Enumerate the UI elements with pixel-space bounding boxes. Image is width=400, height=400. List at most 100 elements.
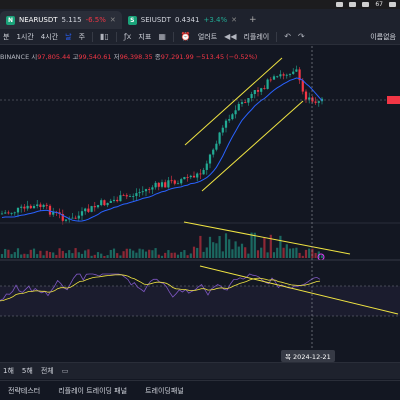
volume-bar — [234, 241, 237, 258]
last-price-tag — [387, 96, 400, 104]
volume-bar — [311, 248, 314, 258]
candle-body — [157, 182, 160, 187]
battery-icon[interactable] — [389, 2, 396, 7]
price-chart[interactable] — [0, 46, 400, 362]
replay-button[interactable]: 리플레이 — [243, 32, 270, 41]
calendar-icon[interactable]: ▭ — [61, 367, 69, 375]
volume-bar — [109, 249, 112, 258]
tab-nearusdt[interactable]: N NEARUSDT 5.115 -6.5% ✕ — [0, 11, 122, 29]
layout-icon[interactable]: ▦ — [158, 32, 166, 41]
close-tab-icon[interactable]: ✕ — [109, 16, 116, 24]
candle-body — [192, 175, 196, 178]
close-tab-icon[interactable]: ✕ — [231, 16, 237, 24]
candle-body — [205, 163, 208, 170]
volume-bar — [176, 254, 180, 258]
volume-bar — [221, 251, 224, 258]
candle-body — [208, 154, 212, 164]
volume-bar — [138, 248, 141, 258]
volume-bar — [32, 248, 36, 258]
volume-bar — [266, 252, 269, 258]
undo-icon[interactable]: ↶ — [284, 32, 291, 41]
tab-trading-panel[interactable]: 트레이딩패널 — [145, 386, 184, 395]
interval-week[interactable]: 주 — [78, 32, 86, 41]
candle-body — [253, 90, 256, 95]
new-tab-button[interactable]: + — [243, 11, 263, 29]
candle-body — [125, 195, 128, 197]
volume-bar — [26, 254, 29, 258]
upper-channel-trendline — [184, 57, 283, 146]
range-bar: 1해 5해 전체 ▭ — [0, 362, 400, 379]
candle-body — [26, 205, 29, 209]
volume-bar — [64, 253, 68, 258]
volume-bar — [199, 235, 202, 258]
range-all[interactable]: 전체 — [40, 367, 54, 375]
volume-bar — [119, 255, 122, 258]
candle-body — [269, 79, 272, 81]
volume-bar — [192, 246, 196, 258]
search-icon[interactable] — [362, 2, 370, 7]
ohlc-legend: BINANCE 시97,805.44 고99,540.61 저96,398.35… — [0, 51, 257, 61]
candle-body — [48, 205, 52, 215]
candle-body — [263, 88, 266, 90]
volume-bar — [16, 248, 20, 258]
candle-body — [164, 182, 167, 188]
rsi-signal-line — [0, 274, 321, 302]
range-1y[interactable]: 1해 — [3, 367, 14, 375]
volume-bar — [237, 246, 240, 258]
volume-bar — [314, 252, 317, 258]
candle-body — [39, 204, 42, 208]
candle-body — [45, 204, 48, 206]
rsi-band — [0, 286, 400, 316]
interval-minute[interactable]: 분 — [3, 32, 10, 41]
volume-bar — [154, 248, 157, 258]
volume-bar — [61, 250, 64, 258]
candle-body — [84, 208, 87, 212]
chart-toolbar: 분 1시간 4시간 날 주 ▮▯ ƒx 지표 ▦ ⏰ 얼러트 ◀◀ 리플레이 ↶… — [0, 29, 400, 45]
tab-replay-trading[interactable]: 리플레이 트레이딩 패널 — [58, 386, 128, 395]
replay-icon[interactable]: ◀◀ — [224, 32, 237, 41]
high-value: 99,540.61 — [78, 53, 112, 61]
candlestick-series — [0, 65, 324, 225]
volume-bar — [301, 255, 304, 258]
interval-4h[interactable]: 4시간 — [40, 32, 59, 41]
control-center-icon[interactable] — [336, 2, 344, 7]
interval-1h[interactable]: 1시간 — [16, 32, 34, 41]
volume-bar — [272, 252, 276, 258]
alert-button[interactable]: 얼러트 — [197, 32, 218, 41]
battery-percent: 67 — [375, 1, 383, 8]
range-5y[interactable]: 5해 — [21, 367, 33, 375]
candle-body — [224, 120, 228, 128]
candle-body — [103, 200, 106, 206]
cursor-date-badge: 목 2024-12-21 — [281, 350, 335, 362]
volume-bar — [116, 253, 119, 258]
candle-body — [93, 206, 96, 208]
volume-bar — [244, 247, 247, 258]
volume-bar — [36, 254, 39, 258]
tab-strategy-tester[interactable]: 전략테스터 — [8, 386, 41, 395]
interval-day[interactable]: 날 — [65, 32, 72, 41]
volume-bar — [144, 251, 148, 258]
candle-body — [77, 215, 80, 219]
volume-bar — [295, 247, 298, 258]
candle-body — [87, 208, 90, 212]
candle-body — [61, 213, 64, 221]
volume-bar — [77, 252, 80, 258]
volume-bar — [96, 252, 100, 258]
volume-bar — [247, 253, 250, 258]
candle-body — [144, 189, 148, 192]
wifi-icon[interactable] — [349, 2, 357, 7]
candle-style-icon[interactable]: ▮▯ — [100, 32, 109, 41]
candle-body — [138, 192, 141, 194]
layout-name[interactable]: 이름없음 — [370, 32, 396, 41]
candle-body — [20, 206, 23, 208]
volume-bar — [93, 254, 96, 258]
indicators-button[interactable]: 지표 — [138, 32, 152, 41]
indicators-icon[interactable]: ƒx — [123, 32, 132, 41]
redo-icon[interactable]: ↷ — [297, 32, 305, 41]
candle-body — [119, 195, 122, 202]
alert-icon[interactable]: ⏰ — [180, 32, 191, 41]
volume-bar — [80, 253, 84, 258]
volume-bar — [58, 248, 61, 258]
candle-body — [240, 102, 244, 104]
tab-seiusdt[interactable]: S SEIUSDT 0.4341 +3.4% ✕ — [122, 11, 243, 29]
